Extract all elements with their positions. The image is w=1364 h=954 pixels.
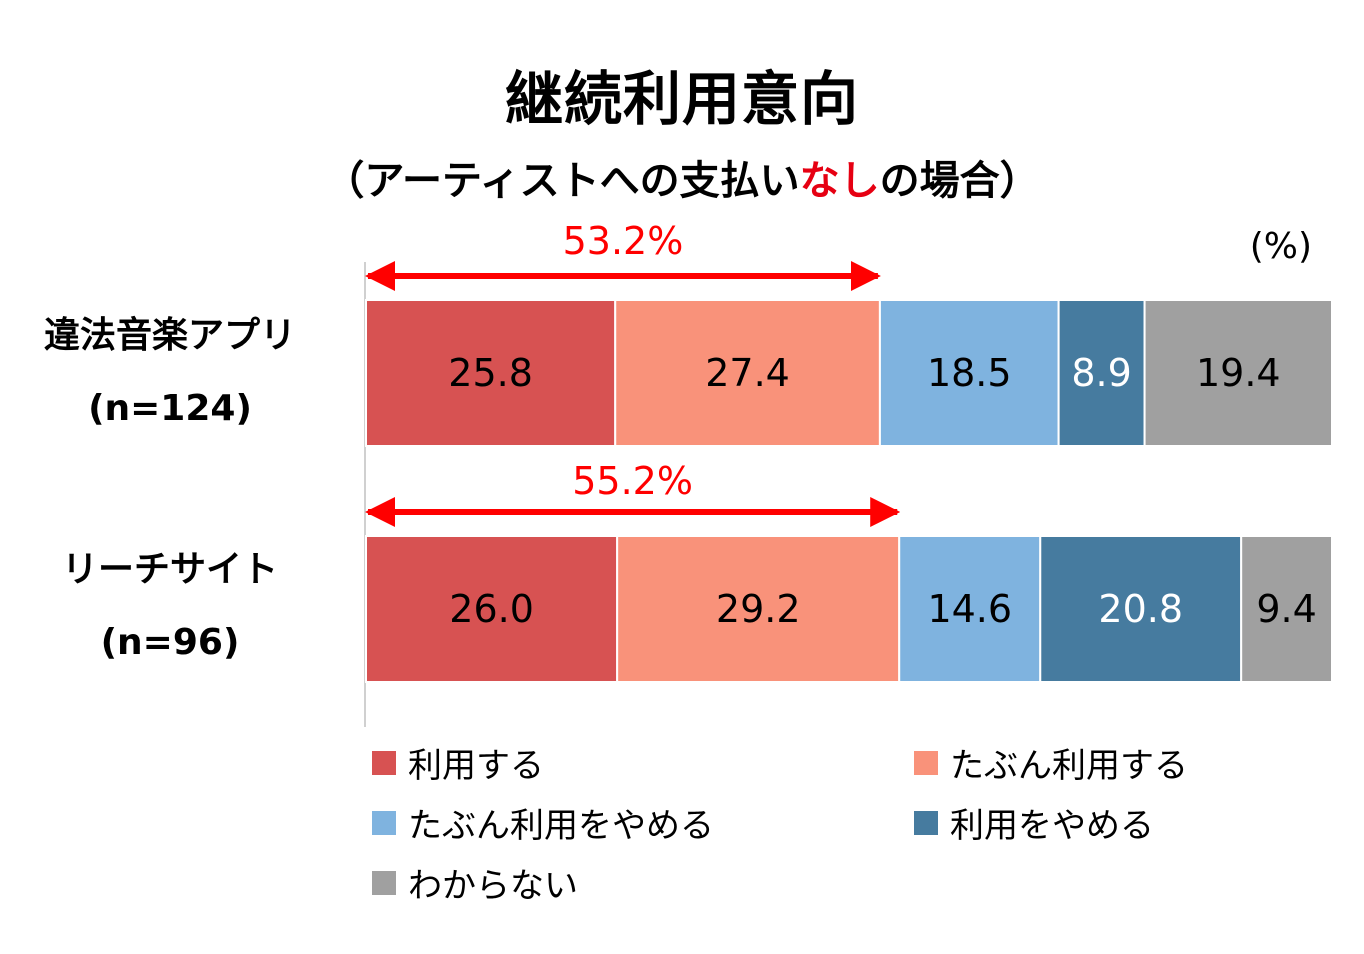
range-arrow-label-1: 55.2% [572,459,693,503]
category-axis-line [364,262,366,727]
bar-segment-0-2 [878,299,1060,447]
bar-segment-1-3 [1039,535,1243,683]
bar-value-label-1-0: 26.0 [449,587,534,631]
bar-segment-0-0 [365,299,617,447]
row-label-name-1: リーチサイト [61,549,278,590]
legend-item-0: 利用する [372,738,544,787]
row-label-name-0: 違法音楽アプリ [43,315,296,356]
bar-value-label-0-2: 18.5 [927,351,1012,395]
subtitle-prefix: （アーティストへの支払い [324,158,800,204]
bar-value-label-1-3: 20.8 [1098,587,1183,631]
bar-segment-1-2 [898,535,1042,683]
legend-label-4: わからない [408,866,578,906]
legend-swatch-3 [914,810,938,835]
bar-value-label-0-4: 19.4 [1196,351,1281,395]
unit-label: (%) [1249,226,1312,267]
legend-label-1: たぶん利用する [950,746,1188,786]
bar-segment-0-1 [614,299,881,447]
legend-swatch-2 [372,810,396,835]
bar-segment-1-1 [616,535,901,683]
bar-value-label-0-1: 27.4 [705,351,790,395]
bar-value-label-1-1: 29.2 [716,587,801,631]
row-label-n-0: (n=124) [88,388,252,429]
bar-segment-1-4 [1240,535,1334,683]
legend-label-0: 利用する [408,746,544,786]
legend-item-4: わからない [372,858,578,907]
row-label-n-1: (n=96) [100,622,240,663]
legend-item-2: たぶん利用をやめる [372,798,714,847]
legend-swatch-0 [372,750,396,775]
bar-segment-0-3 [1057,299,1146,447]
subtitle-suffix: の場合） [879,158,1040,204]
bar-segment-1-0 [365,535,619,683]
legend-item-1: たぶん利用する [914,738,1188,787]
legend-swatch-4 [372,870,396,895]
chart-subtitle: （アーティストへの支払いなしの場合） [0,148,1364,206]
subtitle-highlight: なし [799,158,880,204]
legend-label-3: 利用をやめる [950,806,1154,846]
range-arrow-label-0: 53.2% [563,219,684,263]
chart-title: 継続利用意向 [504,65,859,133]
bar-value-label-1-4: 9.4 [1256,587,1316,631]
legend-item-3: 利用をやめる [914,798,1154,847]
legend-label-2: たぶん利用をやめる [408,806,714,846]
bar-value-label-1-2: 14.6 [927,587,1012,631]
bar-value-label-0-3: 8.9 [1071,351,1131,395]
bar-value-label-0-0: 25.8 [448,351,533,395]
bar-segment-0-4 [1143,299,1333,447]
legend-swatch-1 [914,750,938,775]
